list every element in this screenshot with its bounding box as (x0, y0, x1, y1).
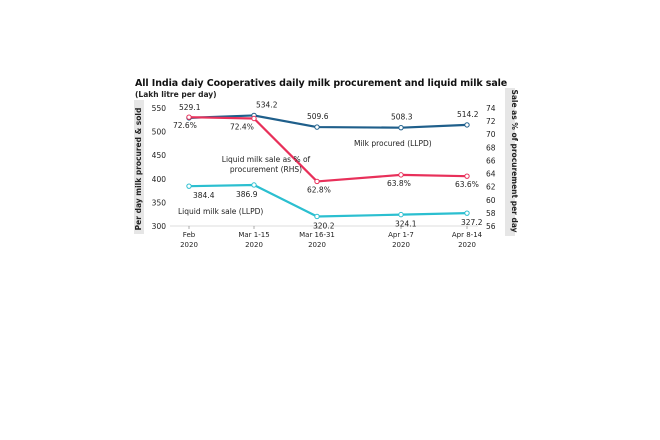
y2-tick-label: 68 (486, 143, 496, 152)
y2-tick-label: 74 (486, 104, 496, 113)
x-tick-label: Mar 1-15 2020 (238, 231, 269, 249)
series-name-label: Liquid milk sale (LLPD) (178, 207, 263, 216)
y2-tick-label: 64 (486, 170, 496, 179)
data-label: 72.4% (230, 122, 254, 131)
data-label: 529.1 (179, 103, 201, 112)
y2-tick-label: 70 (486, 130, 496, 139)
data-point (186, 114, 192, 120)
data-label: 62.8% (307, 185, 331, 194)
right-axis-band (505, 88, 515, 236)
data-label: 327.2 (461, 218, 483, 227)
y-tick-label: 500 (152, 128, 167, 137)
y2-axis-title: Sale as % of procurement per day (510, 89, 519, 232)
data-point (398, 211, 404, 218)
x-tick-label: Apr 8-14 2020 (452, 231, 483, 249)
y2-tick-label: 60 (486, 196, 496, 205)
data-label: 534.2 (256, 100, 278, 109)
y-tick-label: 350 (152, 198, 167, 207)
series-name-label: Milk procured (LLPD) (354, 139, 432, 148)
data-label: 386.9 (236, 190, 258, 199)
x-tick-label: Feb 2020 (180, 231, 198, 249)
data-label: 514.2 (457, 110, 479, 119)
chart-title: All India daiy Cooperatives daily milk p… (135, 78, 508, 89)
y-axis-title: Per day milk procured & sold (134, 108, 143, 231)
data-point (314, 213, 320, 220)
data-label: 320.2 (313, 221, 335, 230)
left-axis-band (134, 100, 144, 234)
data-point (464, 210, 470, 216)
data-point (398, 172, 404, 178)
y2-tick-label: 62 (486, 183, 496, 192)
x-tick-label: Mar 16-31 2020 (299, 231, 335, 249)
data-label: 72.6% (173, 121, 197, 130)
data-point (314, 178, 320, 185)
data-point (398, 124, 404, 131)
data-label: 63.8% (387, 179, 411, 188)
y2-tick-label: 72 (486, 117, 496, 126)
data-label: 63.6% (455, 180, 479, 189)
data-point (464, 173, 470, 179)
data-point (251, 182, 257, 188)
y-tick-label: 450 (152, 151, 167, 160)
data-point (314, 124, 320, 130)
data-label: 508.3 (391, 113, 413, 122)
data-point (464, 122, 470, 128)
x-tick-label: Apr 1-7 2020 (388, 231, 414, 249)
chart-subtitle: (Lakh litre per day) (135, 90, 217, 99)
data-point (186, 183, 192, 189)
data-label: 384.4 (193, 191, 215, 200)
y-tick-label: 300 (152, 222, 167, 231)
y2-tick-label: 56 (486, 222, 496, 231)
data-label: 509.6 (307, 112, 329, 121)
data-label: 324.1 (395, 220, 417, 229)
y-tick-label: 550 (152, 104, 167, 113)
series-name-label: Liquid milk sale as % of procurement (RHS… (222, 155, 311, 174)
y2-tick-label: 58 (486, 209, 496, 218)
data-point (251, 115, 257, 122)
y2-tick-label: 66 (486, 156, 496, 165)
y-tick-label: 400 (152, 175, 167, 184)
